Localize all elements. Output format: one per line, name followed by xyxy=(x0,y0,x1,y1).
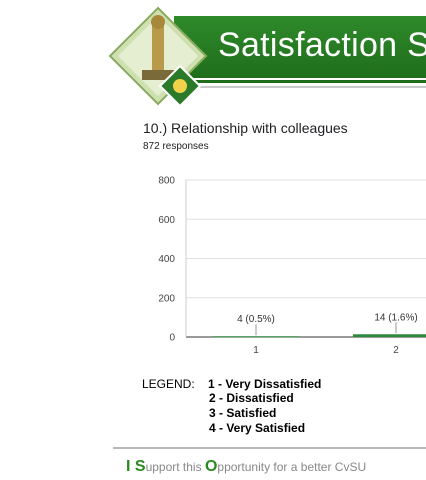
y-tick-label-200: 200 xyxy=(158,293,175,304)
university-seal-logo xyxy=(108,6,208,106)
banner-underline xyxy=(174,80,426,83)
banner-shadow-line xyxy=(168,86,426,88)
question-title: 10.) Relationship with colleagues xyxy=(143,120,348,136)
bar-2 xyxy=(353,334,426,337)
x-tick-label-1: 1 xyxy=(253,345,259,356)
bar-chart: 0 200 400 600 800 1 2 4 (0.5%) 14 (1.6%) xyxy=(158,176,426,356)
banner-title: Satisfaction S xyxy=(218,26,426,64)
bar-1 xyxy=(213,336,299,338)
footer-divider xyxy=(113,447,426,449)
footer-initial-o: O xyxy=(204,458,218,475)
banner-bar xyxy=(174,16,426,78)
footer-text-2: pportunity for a better CvSU xyxy=(217,460,367,474)
footer-text-1: upport this xyxy=(145,460,205,474)
legend-item-4: 4 - Very Satisfied xyxy=(209,421,306,435)
y-tick-label-800: 800 xyxy=(158,176,175,187)
y-tick-label-600: 600 xyxy=(158,215,175,226)
header-banner: Satisfaction S xyxy=(108,6,426,106)
legend-item-2: 2 - Dissatisfied xyxy=(209,391,294,405)
response-count: 872 responses xyxy=(143,141,209,152)
x-tick-label-2: 2 xyxy=(393,345,399,356)
legend-label: LEGEND: xyxy=(142,377,195,391)
data-label-2: 14 (1.6%) xyxy=(374,312,417,323)
y-tick-label-0: 0 xyxy=(169,333,175,344)
legend-item-1: 1 - Very Dissatisfied xyxy=(208,377,322,391)
legend-item-3: 3 - Satisfied xyxy=(209,406,277,420)
footer-slogan: I Support this Opportunity for a better … xyxy=(126,458,366,476)
footer-initials-is: I S xyxy=(126,458,146,475)
y-tick-label-400: 400 xyxy=(158,254,175,265)
data-label-1: 4 (0.5%) xyxy=(237,314,275,325)
